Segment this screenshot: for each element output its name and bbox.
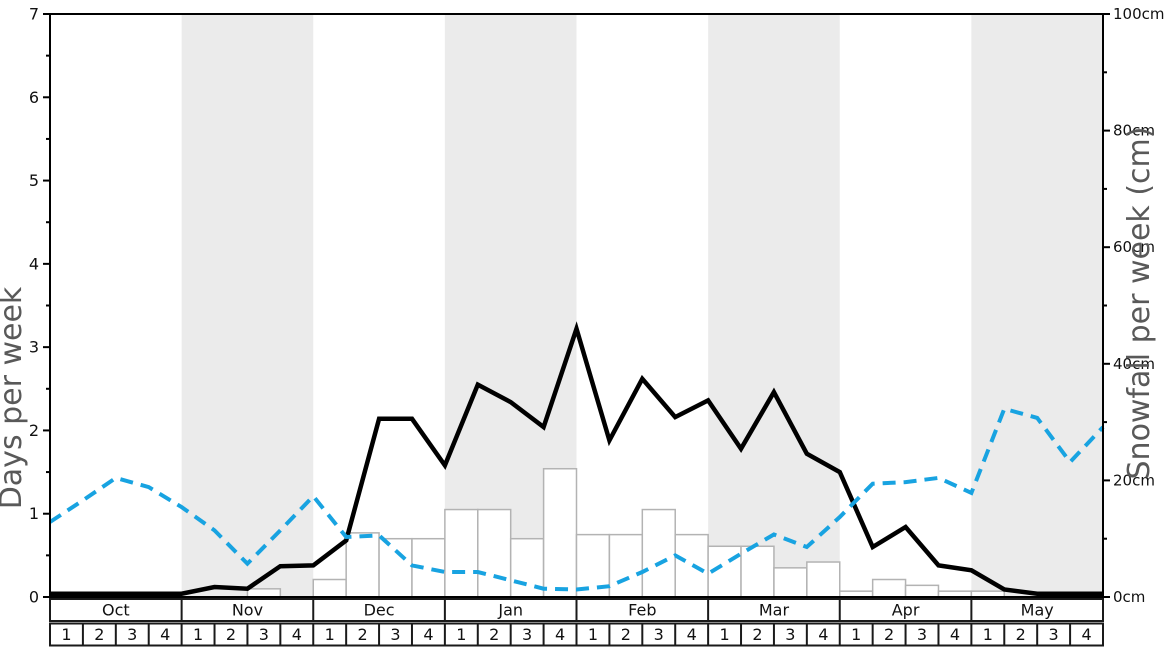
- month-week-table: Oct Nov Dec Jan Feb Mar Apr May 1 2 3 4 1 2 3 4 1 2 3 4 1 2 3 4…: [49, 598, 1104, 647]
- snowfall-bars: [246, 467, 1006, 598]
- week-number-label: 2: [94, 625, 104, 644]
- left-tick-label: 4: [29, 254, 39, 273]
- snowfall-bar: [806, 561, 841, 598]
- week-number-label: 4: [950, 625, 960, 644]
- snowfall-bar: [904, 584, 940, 598]
- week-number-label: 1: [325, 625, 335, 644]
- snowfall-bar: [740, 545, 775, 598]
- month-band-may: [971, 14, 1103, 597]
- week-number-label: 2: [226, 625, 236, 644]
- week-number-label: 4: [292, 625, 302, 644]
- snowfall-bar: [674, 533, 709, 598]
- month-label-mar: Mar: [759, 601, 790, 620]
- month-band-nov: [181, 14, 314, 597]
- month-band-mar: [708, 14, 840, 597]
- week-number-label: 4: [555, 625, 565, 644]
- week-number-label: 1: [983, 625, 993, 644]
- snowfall-bar: [773, 567, 808, 598]
- left-tick-label: 0: [29, 588, 39, 607]
- month-label-apr: Apr: [892, 601, 920, 620]
- dashed-blue-line: [48, 406, 1105, 592]
- left-tick-label: 2: [29, 421, 39, 440]
- right-tick-label: 0cm: [1113, 588, 1145, 606]
- week-number-label: 3: [127, 625, 137, 644]
- left-tick-label: 6: [29, 88, 39, 107]
- week-number-label: 4: [687, 625, 697, 644]
- week-number-label: 2: [884, 625, 894, 644]
- left-axis-title: Days per week: [0, 286, 29, 509]
- snowfall-bar: [542, 467, 578, 598]
- snowfall-bar: [477, 508, 512, 598]
- snowfall-bar: [608, 533, 644, 598]
- week-number-label: 3: [654, 625, 664, 644]
- snowfall-bar: [312, 578, 347, 598]
- left-tick-label: 7: [29, 5, 39, 24]
- week-number-label: 3: [917, 625, 927, 644]
- week-number-label: 4: [1081, 625, 1091, 644]
- left-tick-label: 1: [29, 504, 39, 523]
- month-label-oct: Oct: [102, 601, 130, 620]
- snowfall-bar: [641, 508, 676, 598]
- month-label-may: May: [1021, 601, 1054, 620]
- snowfall-bar: [345, 532, 380, 598]
- month-label-feb: Feb: [628, 601, 656, 620]
- snowfall-bar: [378, 537, 413, 598]
- week-number-label: 3: [785, 625, 795, 644]
- week-number-label: 1: [61, 625, 71, 644]
- right-tick-label: 40cm: [1113, 355, 1155, 373]
- right-tick-label: 100cm: [1113, 5, 1165, 23]
- week-number-label: 1: [456, 625, 466, 644]
- week-number-label: 2: [752, 625, 762, 644]
- week-number-label: 3: [259, 625, 269, 644]
- month-label-dec: Dec: [364, 601, 395, 620]
- week-number-label: 2: [358, 625, 368, 644]
- week-number-label: 3: [390, 625, 400, 644]
- data-lines: [48, 321, 1105, 596]
- snowfall-bar: [246, 588, 282, 598]
- week-number-label: 3: [1049, 625, 1059, 644]
- right-tick-label: 80cm: [1113, 122, 1155, 140]
- week-number-label: 2: [621, 625, 631, 644]
- snowfall-bar: [444, 508, 479, 598]
- week-number-label: 4: [423, 625, 433, 644]
- week-number-label: 2: [1016, 625, 1026, 644]
- week-number-label: 1: [193, 625, 203, 644]
- right-axis-title: Snowfall per week (cm): [1122, 127, 1157, 480]
- month-bands: [181, 14, 1103, 597]
- month-label-nov: Nov: [232, 601, 263, 620]
- month-label-jan: Jan: [497, 601, 523, 620]
- week-number-label: 4: [818, 625, 828, 644]
- right-tick-label: 60cm: [1113, 238, 1155, 256]
- snowfall-bar: [871, 578, 907, 598]
- week-number-label: 1: [588, 625, 598, 644]
- left-tick-label: 3: [29, 338, 39, 357]
- week-number-label: 4: [160, 625, 170, 644]
- week-number-label: 1: [719, 625, 729, 644]
- right-tick-label: 20cm: [1113, 471, 1155, 489]
- week-number-label: 3: [522, 625, 532, 644]
- left-tick-label: 5: [29, 171, 39, 190]
- week-number-label: 2: [489, 625, 499, 644]
- solid-black-line: [50, 321, 1103, 596]
- week-number-label: 1: [851, 625, 861, 644]
